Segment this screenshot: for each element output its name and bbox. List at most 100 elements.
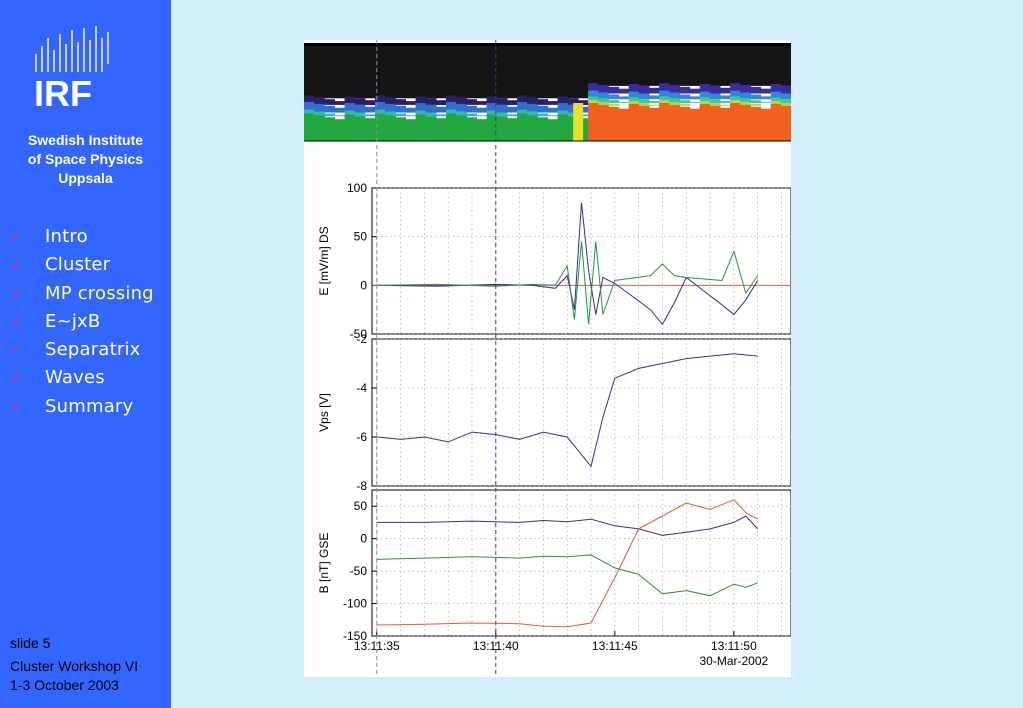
check-icon: ✓ [11, 343, 22, 358]
spectrogram-cell [649, 95, 660, 100]
spectrogram-cell [699, 46, 711, 86]
spectrogram-cell [750, 106, 762, 141]
spectrogram-cell [496, 116, 508, 141]
nav-item-separatrix[interactable]: ✓ Separatrix [0, 339, 171, 367]
spectrogram-frame [304, 43, 791, 46]
spectrogram-cell [577, 46, 589, 99]
check-icon: ✓ [11, 371, 22, 386]
spectrogram-cell [669, 92, 680, 100]
spectrogram-cell [517, 46, 528, 99]
nav-item-label: Separatrix [45, 339, 141, 361]
spectrogram-cell [364, 100, 376, 105]
spectrogram-cell [577, 106, 589, 113]
spectrogram-cell [598, 102, 609, 106]
spectrogram-cell [324, 117, 335, 142]
spectrogram-cell [730, 46, 741, 86]
spectrogram-cell [385, 103, 396, 113]
spectrogram-cell [608, 46, 620, 86]
nav-item-cluster[interactable]: ✓ Cluster [0, 254, 171, 282]
institute-line: Swedish Institute [27, 132, 144, 148]
y-tick-label: -6 [356, 430, 367, 444]
event-name: Cluster Workshop VI [10, 658, 139, 674]
spectrogram-cell [425, 98, 437, 105]
series-line-blue [376, 353, 758, 468]
spectrogram-cell [547, 115, 559, 117]
spectrogram-cell [740, 92, 751, 100]
spectrogram-cell [304, 102, 315, 113]
spectrogram-cell [334, 101, 346, 105]
panel-frame [371, 489, 791, 637]
nav-item-ejxb[interactable]: ✓ E~jxB [0, 311, 171, 339]
nav-item-summary[interactable]: ✓ Summary [0, 396, 171, 424]
spectrogram-cell [760, 96, 772, 100]
spectrogram-cell [699, 103, 711, 141]
spectrogram-cell [527, 46, 538, 99]
nav-item-label: Summary [45, 395, 134, 417]
spectrogram-cell [446, 102, 457, 113]
spectrogram-cell [649, 87, 660, 94]
spectrogram-cell [709, 105, 721, 141]
spectrogram-cell [344, 110, 356, 117]
spectrogram-cell [506, 106, 518, 113]
spectrogram-cell [496, 98, 508, 105]
spectrogram-cell [405, 101, 417, 105]
spectrogram-cell [435, 106, 447, 113]
spectrogram-cell [598, 98, 609, 103]
spectrogram-cell [720, 46, 731, 86]
spectrogram-cell [780, 103, 791, 106]
spectrogram-cell [608, 103, 620, 106]
spectrogram-cell [659, 100, 670, 106]
spectrogram-cell [466, 99, 477, 105]
spectrogram-cell [466, 105, 477, 113]
spectrogram-cell [588, 83, 599, 94]
date-label: 30-Mar-2002 [700, 654, 769, 668]
spectrogram-cell [598, 84, 609, 94]
spectrogram-cell [517, 102, 528, 113]
spectrogram-cell [425, 112, 437, 117]
panel-frame [371, 338, 791, 487]
spectrogram-cell [537, 99, 549, 105]
spectrogram-cell [709, 99, 721, 103]
check-icon: ✓ [11, 258, 22, 273]
spectrogram-cell [547, 46, 559, 99]
spectrogram-cell [476, 46, 488, 99]
spectrogram-cell [314, 115, 325, 141]
spectrogram-cell [547, 101, 559, 105]
spectrogram-cell [557, 114, 569, 141]
spectrogram-cell [425, 104, 437, 113]
spectrogram-cell [456, 97, 467, 105]
panel-frame [371, 187, 791, 335]
spectrogram-cell [598, 104, 609, 141]
spectrogram-cell [780, 99, 791, 103]
spectrogram-cell [506, 100, 518, 105]
spectrogram-cell [780, 85, 791, 94]
spectrogram-cell [659, 90, 670, 100]
spectrogram-cell [740, 104, 751, 141]
spectrogram-cell [304, 109, 315, 117]
spectrogram-cell [446, 46, 457, 99]
nav-item-mp-crossing[interactable]: ✓ MP crossing [0, 283, 171, 311]
spectrogram-cell [760, 88, 772, 94]
spectrogram-cell [385, 46, 396, 99]
spectrogram-cell [364, 46, 376, 99]
spectrogram-cell [669, 104, 680, 141]
spectrogram-cell [456, 46, 467, 99]
spectrogram-cell [740, 98, 751, 103]
spectrogram-cell [334, 115, 346, 117]
spectrogram-cell [598, 92, 609, 100]
spectrogram-cell [760, 46, 772, 86]
y-axis-label: Vps [V] [317, 393, 331, 432]
institute-line: Uppsala [58, 170, 113, 186]
spectrogram-cell [618, 96, 630, 100]
spectrogram-cell [486, 46, 498, 99]
spectrogram-cell [628, 103, 640, 141]
spectrogram-cell [506, 118, 518, 141]
spectrogram-cell [364, 118, 376, 141]
nav-item-intro[interactable]: ✓ Intro [0, 226, 171, 254]
spectrogram-cell [669, 102, 680, 106]
check-icon: ✓ [11, 230, 22, 244]
y-tick-label: -150 [343, 629, 367, 643]
spectrogram-cell [649, 107, 660, 142]
series-line-orange [376, 499, 758, 628]
nav-item-waves[interactable]: ✓ Waves [0, 367, 171, 395]
